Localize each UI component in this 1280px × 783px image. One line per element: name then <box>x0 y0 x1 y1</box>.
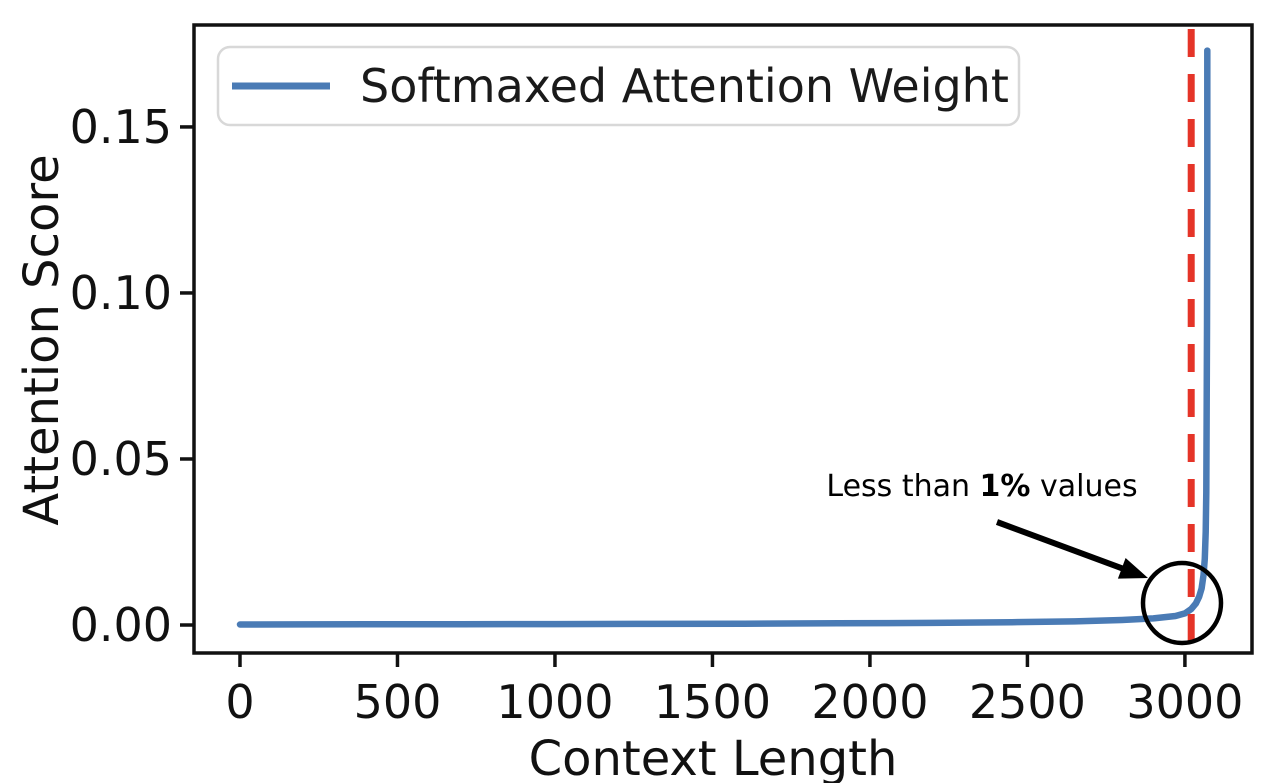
annotation-arrow-shaft <box>995 519 1133 575</box>
plot-frame <box>192 23 1254 655</box>
legend-box <box>216 45 1021 127</box>
x-axis-ticks: 0 500 1000 1500 2000 2500 3000 <box>225 653 1243 729</box>
x-tick-label: 1000 <box>496 675 613 729</box>
x-axis-label: Context Length <box>529 731 898 783</box>
y-tick-label: 0.00 <box>70 598 172 652</box>
x-tick-label: 500 <box>354 675 442 729</box>
annotation-text-prefix: Less than <box>826 469 979 504</box>
x-tick-label: 2500 <box>969 675 1086 729</box>
annotation-text: Less than 1% values <box>826 469 1137 504</box>
x-tick-label: 0 <box>225 675 254 729</box>
series-line-softmaxed-attention-weight <box>236 47 1211 628</box>
x-tick-label: 1500 <box>654 675 771 729</box>
x-tick-label: 2000 <box>811 675 928 729</box>
y-axis-label: Attention Score <box>14 154 70 525</box>
y-tick-label: 0.05 <box>70 432 172 486</box>
y-tick-label: 0.10 <box>70 266 172 320</box>
annotation-arrowhead-icon <box>1117 558 1148 579</box>
legend-label: Softmaxed Attention Weight <box>360 59 1009 113</box>
highlight-circle <box>1140 560 1224 646</box>
annotation-less-than-1-percent: Less than 1% values <box>826 469 1224 646</box>
annotation-text-bold: 1% <box>980 469 1031 504</box>
y-axis-ticks: 0.00 0.05 0.10 0.15 <box>70 100 194 652</box>
annotation-text-suffix: values <box>1030 469 1137 504</box>
legend: Softmaxed Attention Weight <box>216 45 1021 127</box>
x-tick-label: 3000 <box>1126 675 1243 729</box>
y-tick-label: 0.15 <box>70 100 172 154</box>
